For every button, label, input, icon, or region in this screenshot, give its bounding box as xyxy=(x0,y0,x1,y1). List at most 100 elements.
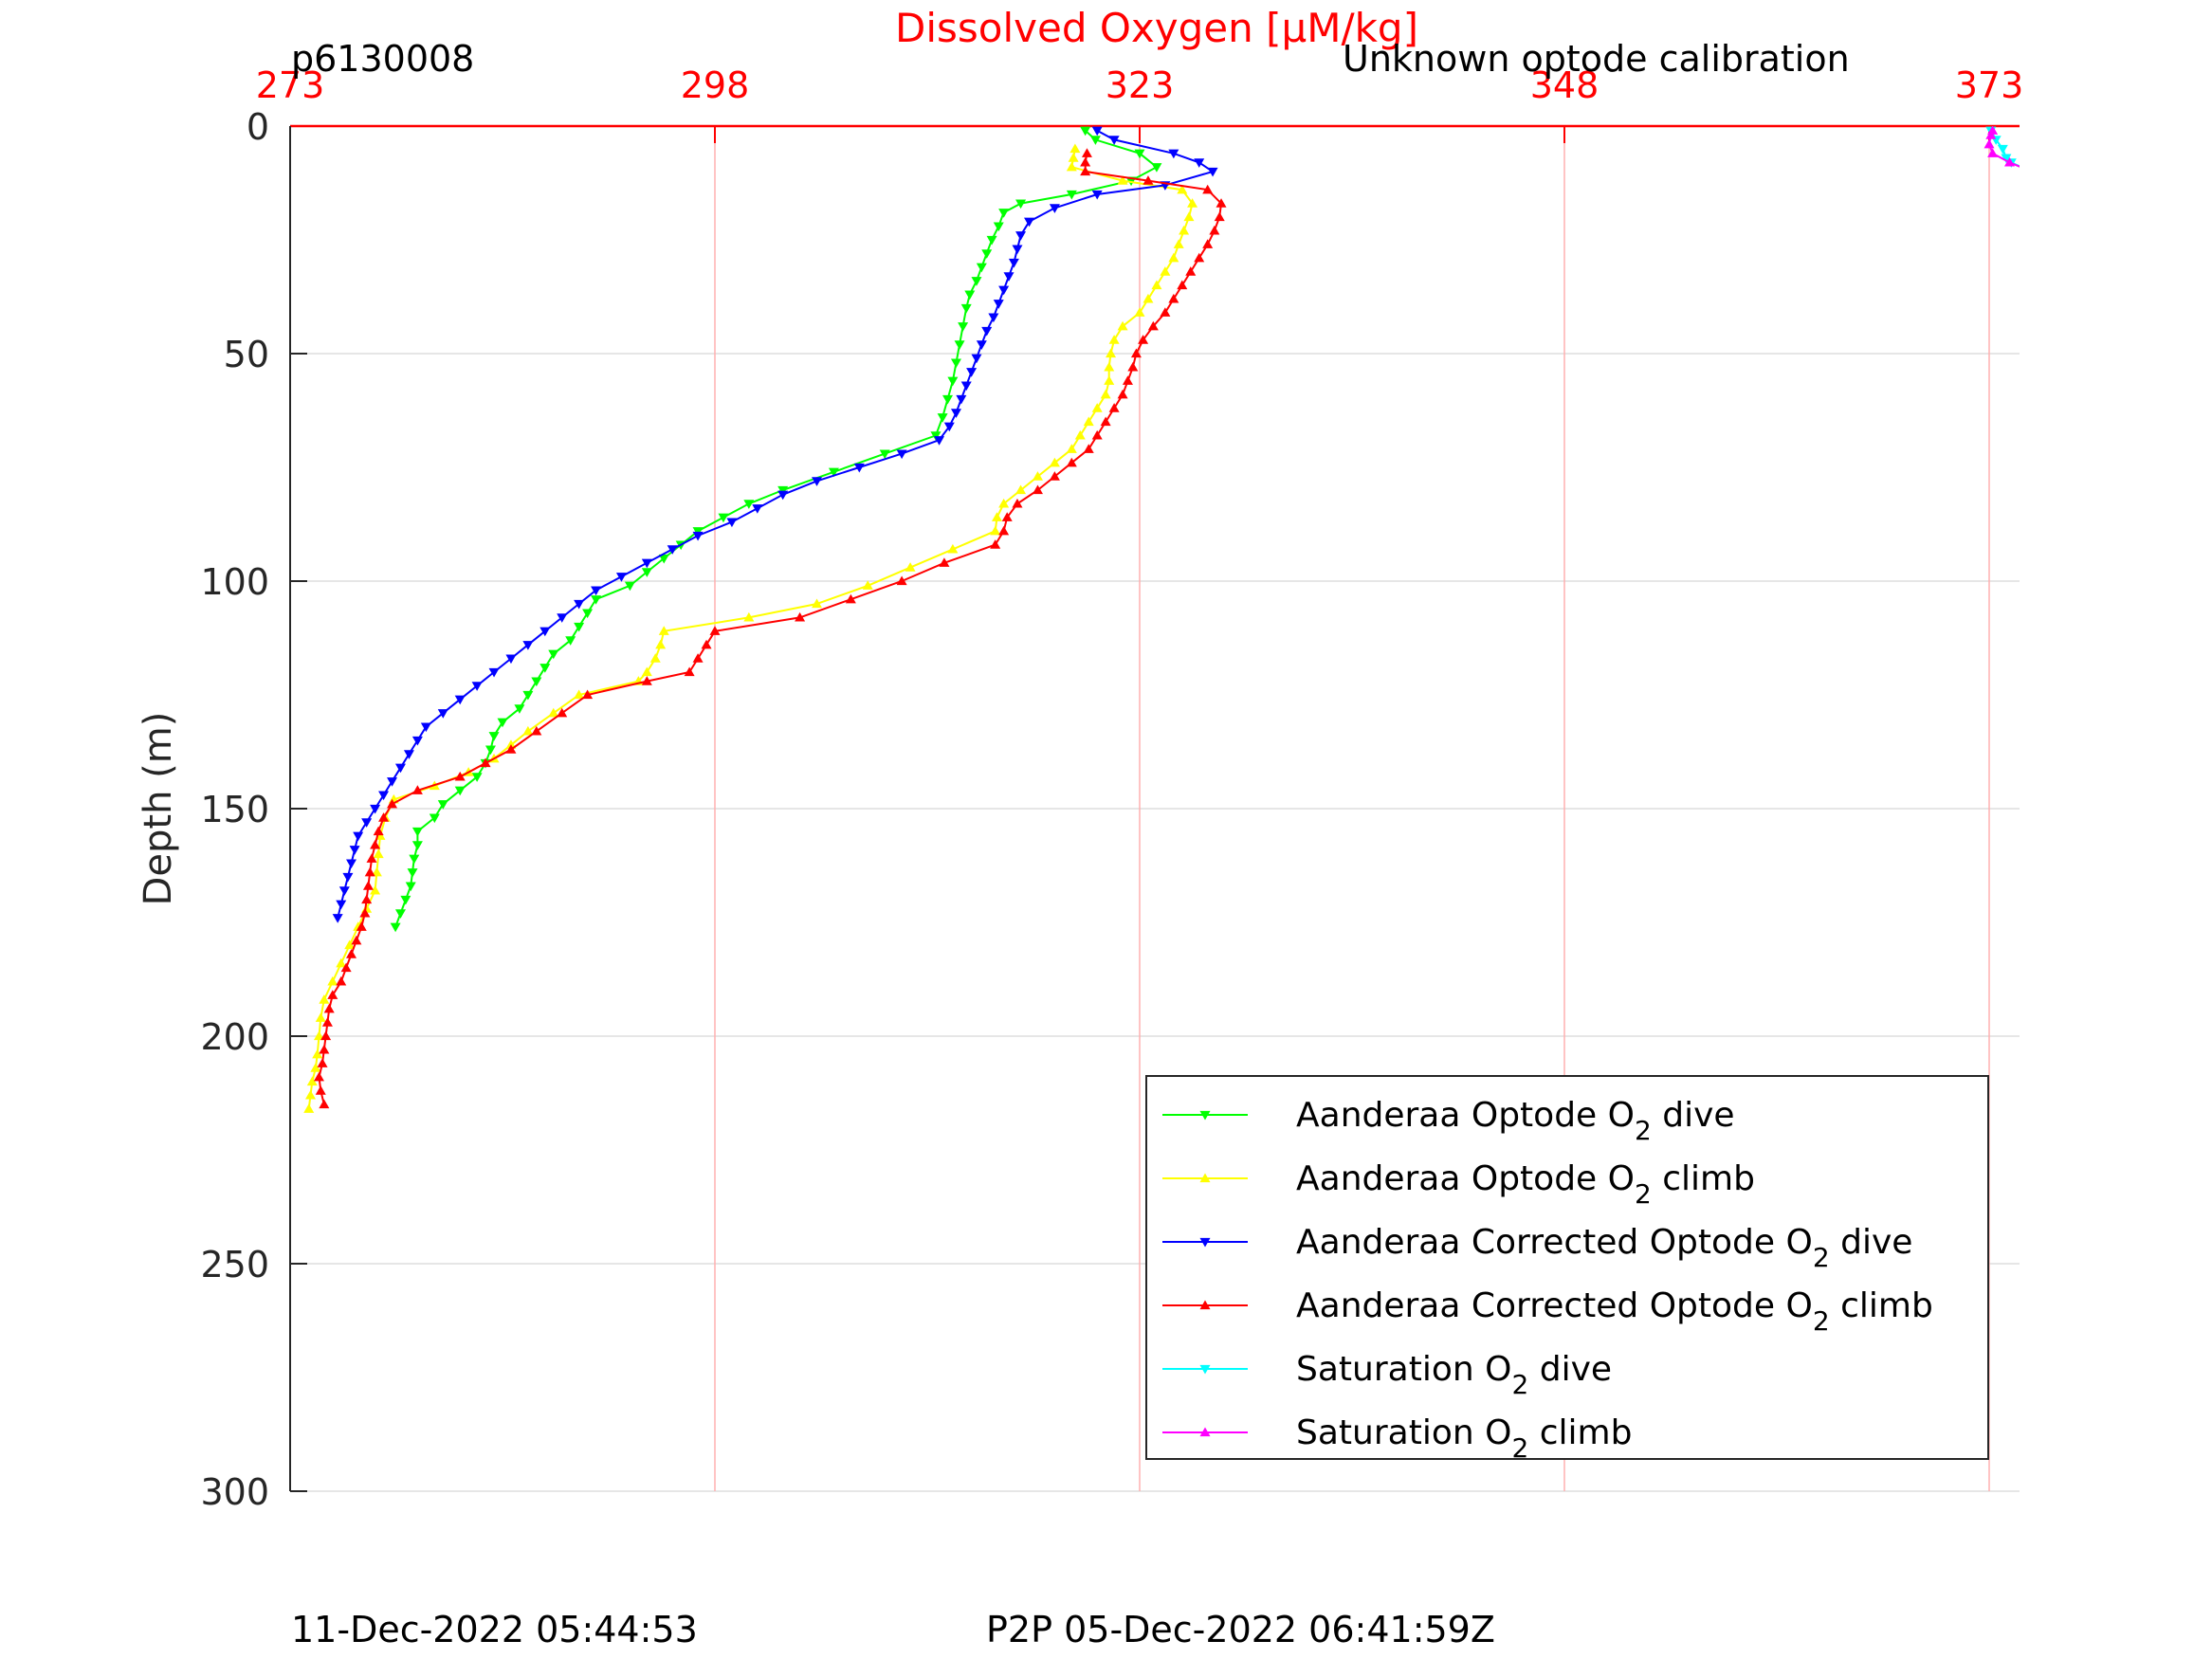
data-point xyxy=(934,436,945,446)
data-point xyxy=(409,854,420,865)
data-point xyxy=(1089,136,1101,145)
data-point xyxy=(1066,161,1077,172)
data-point xyxy=(1108,136,1120,145)
data-point xyxy=(1117,175,1128,185)
data-point xyxy=(947,543,959,554)
data-point xyxy=(356,921,367,931)
data-point xyxy=(312,1048,323,1059)
data-point xyxy=(1202,239,1214,248)
data-point xyxy=(362,881,374,890)
data-point xyxy=(2026,167,2037,176)
data-point xyxy=(658,554,669,564)
series-aanderaa-optode-o2-climb xyxy=(303,143,1198,1113)
data-point xyxy=(574,689,585,700)
data-point xyxy=(505,744,517,754)
data-point xyxy=(582,689,594,700)
data-point xyxy=(1032,484,1043,495)
legend-entry: Aanderaa Optode O2 dive xyxy=(1162,1096,1735,1146)
data-point xyxy=(591,595,602,605)
data-point xyxy=(1091,403,1103,412)
data-point xyxy=(371,866,382,877)
data-point xyxy=(344,939,356,950)
data-series xyxy=(303,126,2037,1113)
data-point xyxy=(960,381,972,392)
data-point xyxy=(303,1103,315,1113)
data-point xyxy=(1983,138,1995,149)
data-point xyxy=(1080,166,1091,176)
data-point xyxy=(879,449,890,460)
data-point xyxy=(1074,429,1086,440)
data-point xyxy=(954,340,965,350)
data-point xyxy=(971,354,982,364)
data-point xyxy=(373,826,384,836)
data-point xyxy=(1207,167,1218,177)
data-point xyxy=(353,831,364,842)
data-point xyxy=(437,709,448,719)
data-point xyxy=(1127,361,1139,372)
data-point xyxy=(1015,199,1027,210)
data-point xyxy=(1216,198,1227,208)
data-point xyxy=(315,1012,326,1022)
data-point xyxy=(387,777,398,787)
legend-marker xyxy=(1199,1364,1211,1375)
data-point xyxy=(862,580,873,590)
data-point xyxy=(976,263,987,273)
data-point xyxy=(853,463,865,473)
data-point xyxy=(1997,144,2008,155)
y-tick-label: 250 xyxy=(200,1244,269,1285)
x-tick-label: 373 xyxy=(1955,64,2024,106)
data-point xyxy=(1183,211,1195,222)
data-point xyxy=(351,935,362,945)
data-point xyxy=(349,846,360,855)
data-point xyxy=(1173,239,1184,248)
data-point xyxy=(1209,225,1220,235)
data-point xyxy=(981,249,993,259)
data-point xyxy=(905,562,916,572)
series-aanderaa-optode-o2-dive xyxy=(390,126,1162,933)
footer-right-timestamp: P2P 05-Dec-2022 06:41:59Z xyxy=(986,1609,1495,1650)
series-aanderaa-corrected-optode-o2-climb xyxy=(313,148,1227,1109)
data-point xyxy=(531,725,542,736)
legend-label: Aanderaa Optode O2 climb xyxy=(1296,1159,1755,1210)
data-point xyxy=(1168,149,1179,159)
data-point xyxy=(1134,149,1145,159)
legend-entry: Saturation O2 climb xyxy=(1162,1413,1632,1464)
data-point xyxy=(743,500,755,509)
data-point xyxy=(1008,258,1019,268)
data-point xyxy=(828,467,839,478)
legend-label: Aanderaa Corrected Optode O2 dive xyxy=(1296,1223,1912,1273)
data-point xyxy=(346,859,357,869)
data-point xyxy=(950,358,961,369)
data-point xyxy=(1104,375,1115,385)
data-point xyxy=(1032,471,1043,481)
data-point xyxy=(1160,266,1171,276)
data-point xyxy=(531,677,542,687)
data-point xyxy=(454,695,466,705)
data-point xyxy=(1177,184,1188,194)
data-point xyxy=(1066,457,1077,467)
data-point xyxy=(709,626,721,635)
data-point xyxy=(378,812,390,822)
data-point xyxy=(1066,444,1077,453)
data-point xyxy=(1080,156,1091,167)
data-point xyxy=(1001,512,1013,521)
data-point xyxy=(405,882,416,892)
data-point xyxy=(1202,184,1214,194)
data-point xyxy=(484,745,496,756)
legend-marker xyxy=(1199,1237,1211,1248)
data-point xyxy=(340,962,352,973)
data-point xyxy=(649,653,661,663)
y-tick-label: 100 xyxy=(200,561,269,603)
data-point xyxy=(1068,153,1079,162)
data-point xyxy=(437,800,448,810)
data-point xyxy=(394,763,406,774)
data-point xyxy=(1015,231,1027,241)
data-point xyxy=(986,235,997,246)
data-point xyxy=(582,609,594,619)
data-point xyxy=(777,490,789,501)
data-point xyxy=(1151,280,1162,290)
data-point xyxy=(993,222,1004,232)
legend-label: Saturation O2 climb xyxy=(1296,1413,1632,1464)
series-aanderaa-corrected-optode-o2-dive xyxy=(332,126,1218,923)
